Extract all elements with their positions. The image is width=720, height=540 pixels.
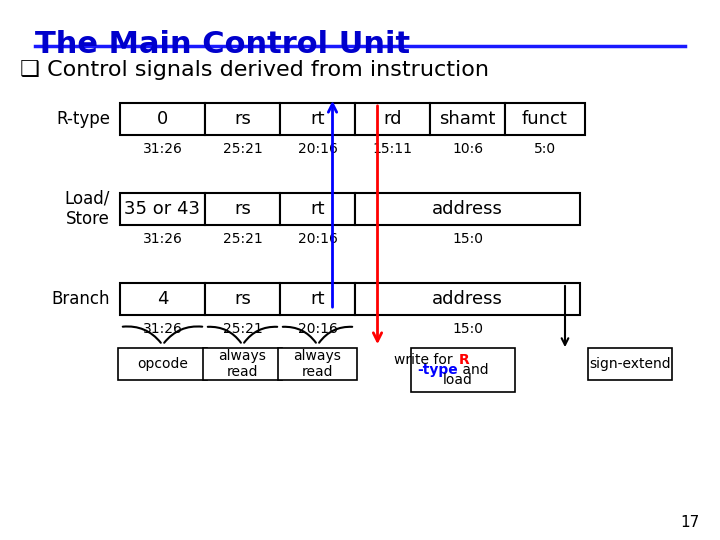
Text: 35 or 43: 35 or 43 — [125, 200, 200, 218]
Bar — [280, 193, 355, 225]
Text: 0: 0 — [157, 110, 168, 128]
Text: rt: rt — [310, 110, 325, 128]
Text: 4: 4 — [157, 290, 168, 308]
Text: 15:11: 15:11 — [372, 142, 413, 156]
Text: rt: rt — [310, 290, 325, 308]
Text: 31:26: 31:26 — [143, 322, 182, 336]
FancyBboxPatch shape — [588, 348, 672, 380]
Text: Load/
Store: Load/ Store — [65, 190, 110, 228]
Bar — [280, 103, 355, 135]
Text: 17: 17 — [680, 515, 700, 530]
Text: funct: funct — [522, 110, 568, 128]
Bar — [205, 283, 280, 315]
Text: address: address — [432, 290, 503, 308]
Text: 20:16: 20:16 — [297, 322, 338, 336]
Text: address: address — [432, 200, 503, 218]
Text: R-type: R-type — [56, 110, 110, 128]
Text: shamt: shamt — [439, 110, 495, 128]
Text: and: and — [459, 363, 489, 377]
Bar — [120, 103, 205, 135]
Text: rt: rt — [310, 200, 325, 218]
Text: 5:0: 5:0 — [534, 142, 556, 156]
Text: opcode: opcode — [137, 357, 188, 371]
Text: rs: rs — [234, 200, 251, 218]
Text: Branch: Branch — [52, 290, 110, 308]
Bar — [280, 283, 355, 315]
Text: R: R — [459, 353, 469, 367]
Text: 20:16: 20:16 — [297, 232, 338, 246]
Text: rs: rs — [234, 290, 251, 308]
Text: 15:0: 15:0 — [452, 322, 483, 336]
Text: 31:26: 31:26 — [143, 232, 182, 246]
Text: 20:16: 20:16 — [297, 142, 338, 156]
Text: always
read: always read — [294, 349, 341, 379]
Text: write for: write for — [395, 353, 457, 367]
Bar — [120, 283, 205, 315]
Text: rs: rs — [234, 110, 251, 128]
Bar — [505, 103, 585, 135]
Text: sign-extend: sign-extend — [589, 357, 671, 371]
Bar — [205, 193, 280, 225]
Text: always
read: always read — [219, 349, 266, 379]
Bar — [120, 193, 205, 225]
Text: 31:26: 31:26 — [143, 142, 182, 156]
Text: ❑ Control signals derived from instruction: ❑ Control signals derived from instructi… — [20, 60, 489, 80]
Text: 10:6: 10:6 — [452, 142, 483, 156]
Text: 15:0: 15:0 — [452, 232, 483, 246]
Text: 25:21: 25:21 — [222, 142, 262, 156]
FancyBboxPatch shape — [278, 348, 357, 380]
Text: rd: rd — [383, 110, 402, 128]
Bar — [430, 103, 505, 135]
FancyBboxPatch shape — [203, 348, 282, 380]
Text: 25:21: 25:21 — [222, 232, 262, 246]
FancyBboxPatch shape — [410, 348, 515, 392]
Text: 25:21: 25:21 — [222, 322, 262, 336]
FancyBboxPatch shape — [118, 348, 207, 380]
Text: -type: -type — [417, 363, 457, 377]
Bar — [355, 283, 580, 315]
Text: load: load — [443, 373, 472, 387]
Bar — [355, 103, 430, 135]
Text: The Main Control Unit: The Main Control Unit — [35, 30, 410, 59]
Bar — [205, 103, 280, 135]
Bar — [355, 193, 580, 225]
